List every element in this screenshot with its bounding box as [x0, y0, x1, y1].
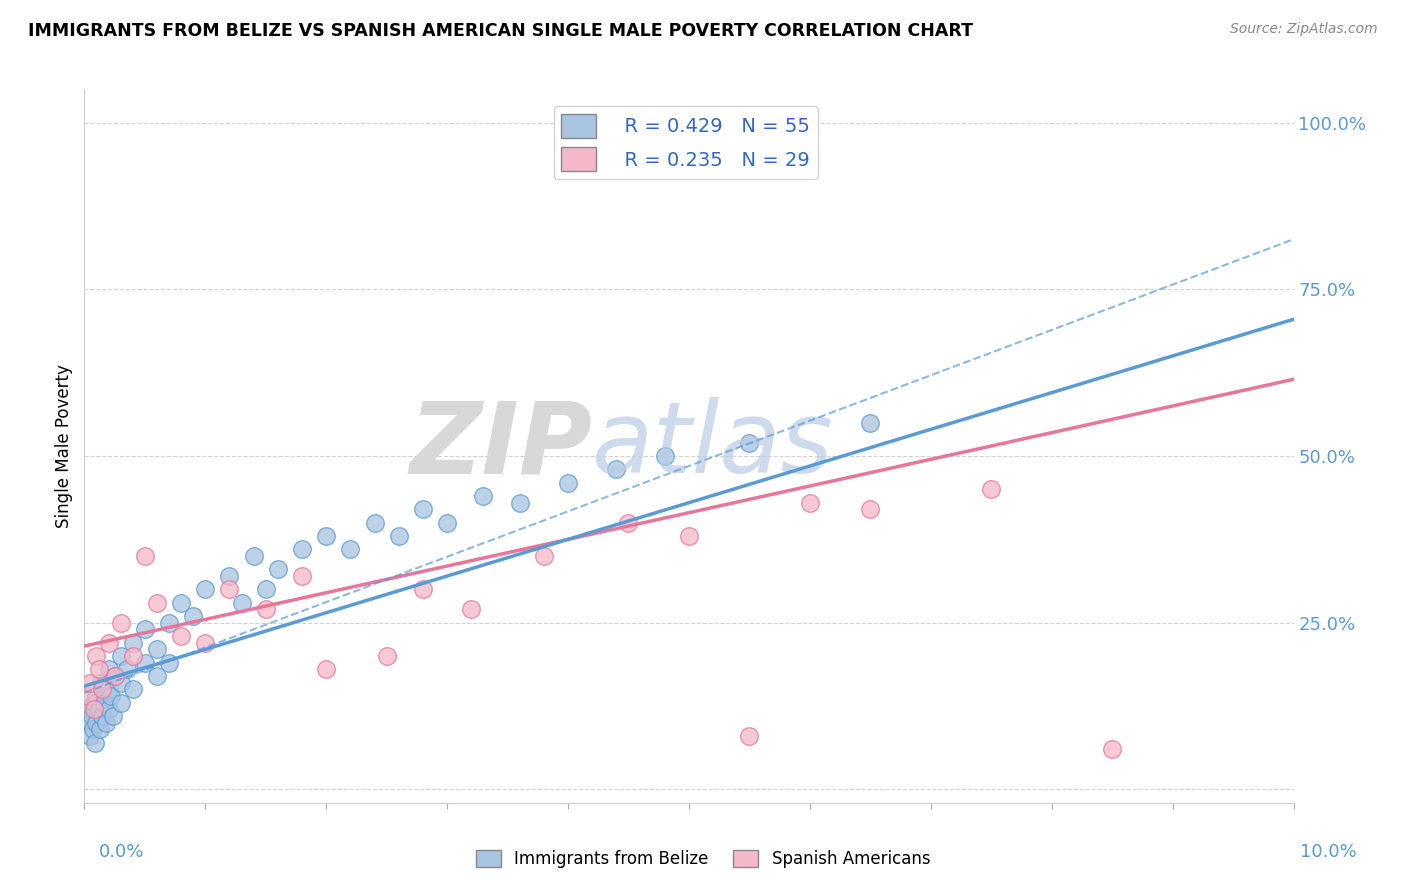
Point: [121, 682, 143, 697]
Point: [86, 689, 108, 703]
Point: [83, 696, 105, 710]
Point: [134, 549, 156, 563]
Point: [363, 516, 385, 530]
Point: [110, 615, 132, 630]
Point: [79, 675, 101, 690]
Point: [339, 542, 361, 557]
Point: [170, 596, 193, 610]
Point: [77, 702, 100, 716]
Point: [654, 449, 676, 463]
Point: [315, 662, 337, 676]
Point: [859, 502, 882, 516]
Point: [412, 502, 434, 516]
Point: [375, 649, 398, 664]
Point: [218, 569, 240, 583]
Point: [509, 496, 531, 510]
Point: [89, 723, 111, 737]
Text: 0.0%: 0.0%: [98, 843, 143, 861]
Point: [146, 642, 169, 657]
Point: [121, 636, 143, 650]
Point: [134, 656, 156, 670]
Point: [77, 715, 100, 730]
Point: [104, 669, 127, 683]
Point: [91, 709, 114, 723]
Point: [77, 689, 100, 703]
Point: [291, 569, 314, 583]
Point: [678, 529, 700, 543]
Point: [79, 729, 101, 743]
Point: [412, 582, 434, 597]
Point: [859, 416, 882, 430]
Point: [617, 516, 640, 530]
Point: [1101, 742, 1123, 756]
Point: [121, 649, 143, 664]
Point: [90, 675, 112, 690]
Text: Source: ZipAtlas.com: Source: ZipAtlas.com: [1230, 22, 1378, 37]
Point: [218, 582, 240, 597]
Text: ZIP: ZIP: [409, 398, 592, 494]
Text: 10.0%: 10.0%: [1301, 843, 1357, 861]
Y-axis label: Single Male Poverty: Single Male Poverty: [55, 364, 73, 528]
Point: [980, 483, 1002, 497]
Point: [97, 662, 120, 676]
Point: [605, 462, 627, 476]
Point: [115, 662, 138, 676]
Text: IMMIGRANTS FROM BELIZE VS SPANISH AMERICAN SINGLE MALE POVERTY CORRELATION CHART: IMMIGRANTS FROM BELIZE VS SPANISH AMERIC…: [28, 22, 973, 40]
Point: [134, 623, 156, 637]
Point: [557, 475, 579, 490]
Point: [91, 682, 114, 697]
Point: [254, 602, 277, 616]
Point: [436, 516, 458, 530]
Point: [315, 529, 337, 543]
Point: [82, 723, 104, 737]
Legend:   R = 0.429   N = 55,   R = 0.235   N = 29: R = 0.429 N = 55, R = 0.235 N = 29: [554, 106, 817, 178]
Point: [799, 496, 821, 510]
Point: [170, 629, 193, 643]
Point: [84, 736, 107, 750]
Point: [388, 529, 411, 543]
Point: [194, 636, 217, 650]
Legend: Immigrants from Belize, Spanish Americans: Immigrants from Belize, Spanish American…: [470, 843, 936, 875]
Point: [460, 602, 482, 616]
Point: [254, 582, 277, 597]
Point: [100, 689, 122, 703]
Point: [93, 696, 115, 710]
Point: [267, 562, 290, 576]
Point: [87, 662, 110, 676]
Point: [146, 669, 169, 683]
Point: [83, 702, 105, 716]
Point: [738, 435, 761, 450]
Point: [97, 636, 120, 650]
Point: [97, 702, 120, 716]
Point: [242, 549, 264, 563]
Point: [110, 675, 132, 690]
Point: [87, 702, 110, 716]
Point: [94, 715, 117, 730]
Point: [472, 489, 495, 503]
Text: atlas: atlas: [592, 398, 834, 494]
Point: [86, 649, 108, 664]
Point: [291, 542, 314, 557]
Point: [110, 696, 132, 710]
Point: [231, 596, 253, 610]
Point: [86, 715, 108, 730]
Point: [738, 729, 761, 743]
Point: [194, 582, 217, 597]
Point: [157, 656, 180, 670]
Point: [103, 709, 125, 723]
Point: [104, 669, 127, 683]
Point: [146, 596, 169, 610]
Point: [157, 615, 180, 630]
Point: [110, 649, 132, 664]
Point: [97, 682, 120, 697]
Point: [533, 549, 555, 563]
Point: [181, 609, 204, 624]
Point: [80, 709, 103, 723]
